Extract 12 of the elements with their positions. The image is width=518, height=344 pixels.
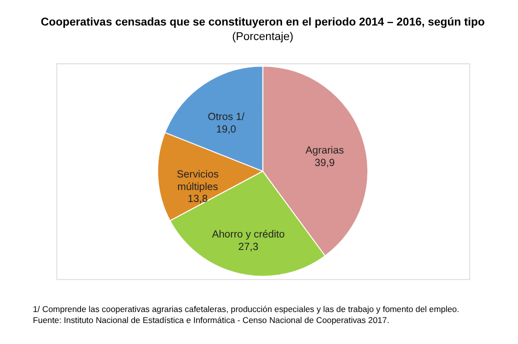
chart-title: Cooperativas censadas que se constituyeron en el periodo 2014 – 2016, según tipo [40, 16, 485, 29]
data-label: 27,3 [238, 242, 259, 253]
source-note: Fuente: Instituto Nacional de Estadística e Informática - Censo Nacional de Cooperativas 2017. [32, 315, 390, 326]
text: 1/ Comprende las cooperativas agrarias cafetaleras, producción especiales y las de trabajo y fomento del empleo. [32, 304, 460, 314]
slice-label: Ahorro y crédito [212, 230, 285, 241]
data-label: 19,0 [216, 124, 236, 136]
chart-subtitle: (Porcentaje) [232, 30, 294, 43]
data-label: 13,8 [188, 194, 208, 206]
data-label: 39,9 [314, 158, 335, 169]
slice-label: Agrarias [305, 146, 344, 157]
slice-label: Servicios múltiples [176, 170, 219, 193]
slice-label: Otros 1/ [208, 112, 245, 124]
